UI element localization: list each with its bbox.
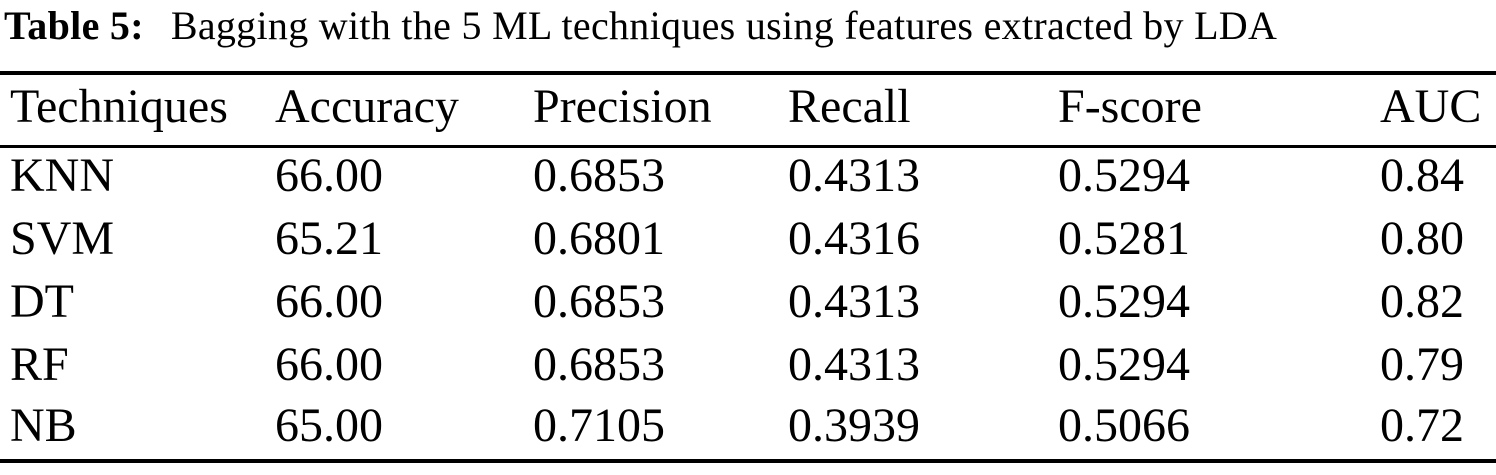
cell-technique: KNN: [10, 148, 114, 202]
cell-recall: 0.4313: [788, 148, 920, 202]
cell-auc: 0.79: [1380, 337, 1464, 391]
cell-f-score: 0.5294: [1058, 148, 1190, 202]
column-header-techniques: Techniques: [0, 73, 275, 148]
cell-recall: 0.3939: [788, 398, 920, 452]
column-header-recall: Recall: [788, 73, 1058, 148]
table-caption-text: Bagging with the 5 ML techniques using f…: [170, 3, 1278, 48]
cell-f-score: 0.5294: [1058, 274, 1190, 328]
cell-f-score: 0.5066: [1058, 398, 1190, 452]
cell-precision: 0.6853: [533, 148, 665, 202]
cell-auc: 0.84: [1380, 148, 1464, 202]
column-header-auc: AUC: [1380, 73, 1496, 148]
cell-recall: 0.4313: [788, 274, 920, 328]
cell-technique: NB: [10, 398, 77, 452]
cell-recall: 0.4313: [788, 337, 920, 391]
cell-recall: 0.4316: [788, 211, 920, 265]
table-row-svm: SVM 65.21 0.6801 0.4316 0.5281 0.80: [0, 209, 1496, 272]
header-row: Techniques Accuracy Precision Recall F-s…: [0, 73, 1496, 148]
column-header-f-score: F-score: [1058, 73, 1380, 148]
cell-technique: SVM: [10, 211, 115, 265]
cell-precision: 0.7105: [533, 398, 665, 452]
cell-f-score: 0.5281: [1058, 211, 1190, 265]
cell-auc: 0.72: [1380, 398, 1464, 452]
table-row-knn: KNN 66.00 0.6853 0.4313 0.5294 0.84: [0, 146, 1496, 209]
cell-accuracy: 66.00: [275, 337, 383, 391]
cell-accuracy: 65.21: [275, 211, 383, 265]
cell-precision: 0.6853: [533, 274, 665, 328]
cell-precision: 0.6853: [533, 337, 665, 391]
cell-technique: DT: [10, 274, 74, 328]
cell-precision: 0.6801: [533, 211, 665, 265]
table-caption: Table 5: Bagging with the 5 ML techniques…: [4, 3, 1494, 49]
table-caption-label: Table 5:: [4, 3, 144, 48]
results-table: Techniques Accuracy Precision Recall F-s…: [0, 71, 1496, 463]
column-header-precision: Precision: [533, 73, 788, 148]
cell-technique: RF: [10, 337, 69, 391]
column-header-accuracy: Accuracy: [275, 73, 533, 148]
table-row-rf: RF 66.00 0.6853 0.4313 0.5294 0.79: [0, 335, 1496, 398]
cell-auc: 0.80: [1380, 211, 1464, 265]
table-row-dt: DT 66.00 0.6853 0.4313 0.5294 0.82: [0, 272, 1496, 335]
cell-auc: 0.82: [1380, 274, 1464, 328]
cell-f-score: 0.5294: [1058, 337, 1190, 391]
table-row-nb: NB 65.00 0.7105 0.3939 0.5066 0.72: [0, 398, 1496, 461]
cell-accuracy: 65.00: [275, 398, 383, 452]
cell-accuracy: 66.00: [275, 274, 383, 328]
cell-accuracy: 66.00: [275, 148, 383, 202]
